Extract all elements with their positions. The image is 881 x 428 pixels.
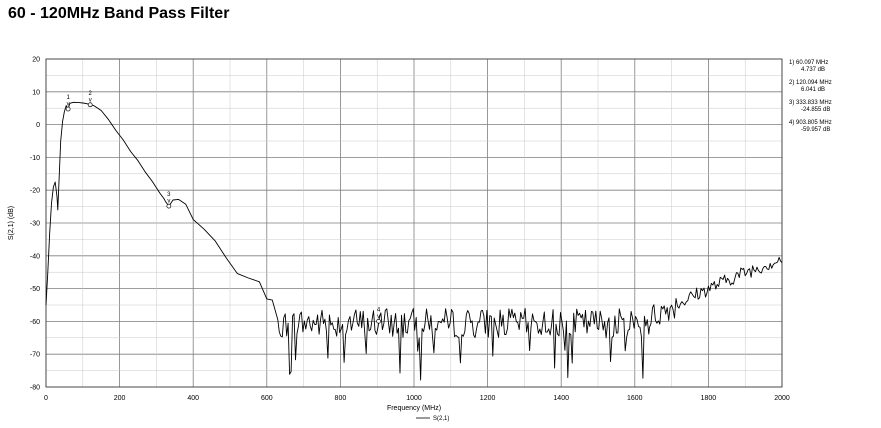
marker-arrow: v	[89, 97, 92, 103]
x-tick-label: 400	[187, 395, 199, 402]
x-tick-label: 600	[261, 395, 273, 402]
y-tick-label: -70	[30, 352, 40, 359]
legend: S(2,1)	[416, 416, 449, 422]
marker-label: 1	[66, 95, 70, 101]
x-tick-label: 1200	[480, 395, 496, 402]
marker-readout-level: 4.737 dB	[801, 67, 825, 73]
x-tick-label: 200	[114, 395, 126, 402]
marker-label: 4	[377, 307, 381, 313]
marker-point	[166, 203, 172, 209]
marker-readout-level: -24.855 dB	[801, 107, 830, 113]
marker-readout-frequency: 3) 333.833 MHz	[789, 100, 832, 106]
marker-label: 3	[167, 192, 171, 198]
y-tick-label: -60	[30, 319, 40, 326]
marker-label: 2	[89, 91, 93, 97]
marker-arrow: v	[167, 199, 170, 205]
x-tick-labels: 0 200 400 600 800 1000 1200 1400 1600 1800 2000	[44, 395, 790, 402]
y-tick-label: 0	[36, 122, 40, 129]
legend-label: S(2,1)	[433, 416, 449, 422]
page-title: 60 - 120MHz Band Pass Filter	[8, 5, 230, 22]
marker-point	[376, 318, 381, 324]
marker-readout-frequency: 2) 120.094 MHz	[789, 80, 832, 86]
y-tick-labels: 20 10 0 -10 -20 -30 -40 -50 -60 -70 -80	[30, 57, 40, 392]
y-tick-label: 20	[32, 57, 40, 64]
y-tick-label: -80	[30, 385, 40, 392]
y-tick-label: -30	[30, 221, 40, 228]
y-tick-label: -20	[30, 188, 40, 195]
x-axis-label: Frequency (MHz)	[387, 405, 441, 412]
marker-readout-frequency: 4) 903.805 MHz	[789, 120, 832, 126]
x-tick-label: 0	[44, 395, 48, 402]
x-tick-label: 800	[335, 395, 347, 402]
marker-readout-level: 6.041 dB	[801, 87, 825, 93]
y-tick-label: -50	[30, 286, 40, 293]
marker-point	[65, 106, 71, 112]
marker-readout-frequency: 1) 60.097 MHz	[789, 60, 828, 66]
x-tick-label: 1000	[406, 395, 422, 402]
plot-frame	[45, 58, 783, 388]
y-tick-label: 10	[32, 89, 40, 96]
x-tick-label: 2000	[774, 395, 790, 402]
marker-arrow: v	[67, 102, 70, 108]
marker-point	[87, 102, 93, 108]
y-axis-label: S(2,1) (dB)	[8, 206, 15, 240]
x-tick-label: 1400	[553, 395, 569, 402]
marker-arrow: v	[377, 314, 380, 320]
grid-lines	[45, 58, 783, 388]
y-tick-label: -10	[30, 155, 40, 162]
y-tick-label: -40	[30, 253, 40, 260]
x-tick-label: 1600	[627, 395, 643, 402]
series-line-s21	[45, 101, 783, 381]
marker-readout-level: -59.957 dB	[801, 127, 830, 133]
x-tick-label: 1800	[701, 395, 717, 402]
